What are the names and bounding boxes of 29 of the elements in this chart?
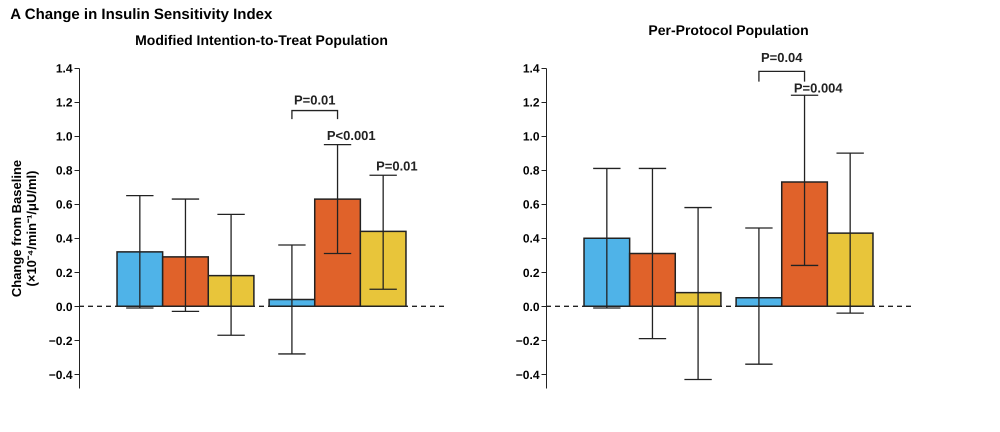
y-tick-label: 0.6 (56, 198, 73, 212)
y-tick-label: 1.4 (56, 62, 73, 76)
y-tick-label: 1.2 (522, 96, 540, 110)
y-tick-label: 0.8 (522, 164, 540, 178)
chart-subtitle: Per-Protocol Population (648, 22, 809, 38)
y-tick-label: 0.4 (56, 232, 73, 246)
y-tick-label: 1.0 (56, 130, 73, 144)
y-tick-label: 1.4 (522, 62, 540, 76)
y-tick-label: −0.2 (516, 334, 540, 348)
y-tick-label: 0.6 (522, 198, 540, 212)
annotation: P<0.001 (326, 128, 376, 144)
y-tick-label: 0.2 (522, 266, 540, 280)
y-tick-label: −0.4 (48, 368, 73, 382)
y-tick-label: 1.0 (522, 130, 540, 144)
text: P=0.04 (760, 50, 804, 65)
y-tick-label: 0.0 (56, 300, 73, 314)
annotation: P=0.004 (794, 80, 844, 96)
annotation: P=0.01 (294, 92, 336, 108)
y-tick-label: 0.8 (56, 164, 73, 178)
y-tick-label: −0.4 (516, 368, 540, 382)
chart-title: A Change in Insulin Sensitivity Index (10, 6, 273, 23)
y-tick-label: 1.2 (56, 96, 73, 110)
y-axis-title: Change from Baseline (×10⁻⁴/min⁻¹/μU/ml) (8, 160, 39, 298)
y-tick-label: 0.0 (522, 300, 540, 314)
y-tick-label: −0.2 (48, 334, 73, 348)
y-tick-label: 0.2 (56, 266, 73, 280)
y-tick-label: 0.4 (522, 232, 540, 246)
chart-subtitle: Modified Intention-to-Treat Population (135, 32, 388, 48)
annotation: P=0.01 (376, 158, 418, 174)
